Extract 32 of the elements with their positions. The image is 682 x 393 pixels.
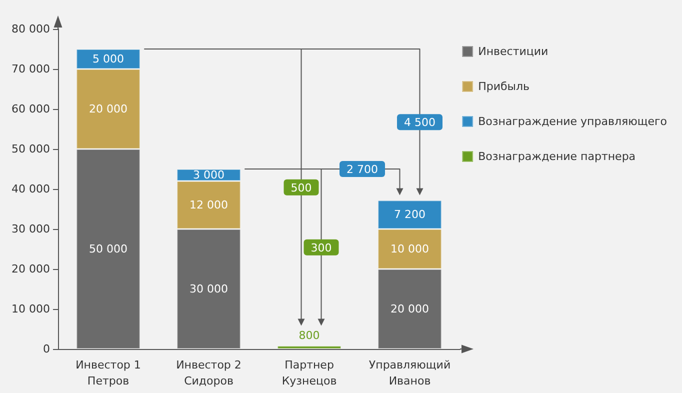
bar — [277, 346, 342, 349]
data-label: 5 000 — [92, 52, 124, 66]
y-tick-label: 0 — [43, 342, 50, 356]
data-label: 50 000 — [89, 242, 128, 256]
y-tick-label: 80 000 — [12, 22, 50, 36]
y-tick-label: 70 000 — [12, 62, 50, 76]
y-tick-label: 60 000 — [12, 102, 50, 116]
annotation: 4 500 — [404, 116, 436, 130]
x-tick-label: Инвестор 2 Сидоров — [176, 358, 242, 388]
legend-label: Прибыль — [478, 80, 530, 93]
data-label: 12 000 — [190, 198, 228, 212]
annotation: 300 — [310, 241, 332, 254]
y-tick-label: 30 000 — [12, 222, 50, 236]
legend-label: Вознаграждение партнера — [478, 150, 636, 163]
annotation: 500 — [290, 181, 312, 194]
x-tick-label: Партнер Кузнецов — [282, 358, 337, 388]
y-tick-label: 50 000 — [12, 142, 50, 156]
y-tick-label: 40 000 — [12, 182, 50, 196]
x-tick-label: Инвестор 1 Петров — [76, 358, 141, 388]
data-label: 7 200 — [394, 208, 426, 222]
annotation: 2 700 — [346, 163, 378, 176]
data-label: 3 000 — [193, 168, 224, 182]
data-label: 20 000 — [89, 102, 128, 116]
y-tick-label: 10 000 — [12, 302, 50, 316]
x-tick-label: Управляющий Иванов — [368, 358, 451, 388]
data-label: 20 000 — [390, 302, 429, 316]
data-label: 800 — [298, 328, 320, 342]
y-tick-label: 20 000 — [12, 262, 50, 276]
legend-label: Вознаграждение управляющего — [478, 115, 668, 128]
data-label: 30 000 — [190, 282, 228, 296]
legend-label: Инвестиции — [478, 45, 548, 58]
data-label: 10 000 — [390, 242, 429, 256]
